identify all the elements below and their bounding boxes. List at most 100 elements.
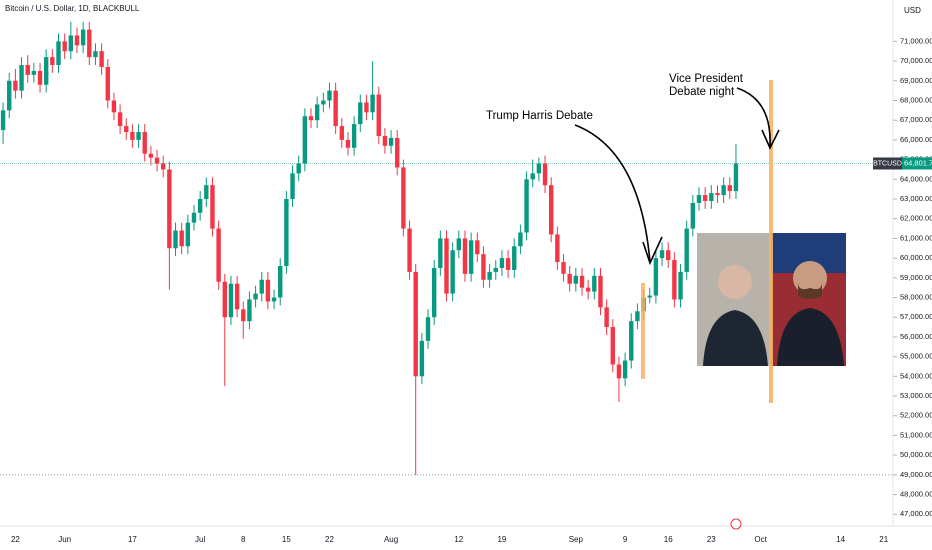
candle-body [376,94,381,136]
candle-body [382,135,388,146]
candle-body [204,185,209,199]
candle-body [678,271,683,300]
candle-body [308,116,314,121]
x-tick-label: 19 [497,535,506,544]
candle-body [512,246,517,270]
candle-body [68,35,74,52]
candle-body [364,102,369,113]
candle-body [93,51,98,58]
candle-body [425,317,431,341]
candle-body [142,132,147,154]
candle-body [74,35,80,46]
candle-body [592,275,597,292]
candle-body [450,250,455,294]
candle-body [247,299,252,322]
y-tick-label: 60,000.00 [900,253,932,262]
candle-body [438,238,443,268]
event-icon [730,518,742,530]
candle-body [659,250,665,259]
candle-body [499,258,505,268]
candle-body [721,185,726,196]
x-tick-label: 16 [664,535,673,544]
y-tick-label: 52,000.00 [900,411,932,420]
candle-body [524,179,529,233]
x-tick-label: Jun [58,535,71,544]
candle-body [253,293,258,300]
candle-body [622,360,628,379]
y-tick-label: 47,000.00 [900,509,932,518]
y-tick-label: 56,000.00 [900,332,932,341]
candle-body [124,126,129,133]
x-tick-label: Oct [754,535,767,544]
candle-body [370,94,375,113]
candle-body [358,102,363,125]
candle-body [666,250,671,261]
candle-body [136,132,141,140]
y-tick-label: 67,000.00 [900,115,932,124]
candle-body [99,51,104,67]
x-tick-label: 17 [128,535,137,544]
candle-body [579,275,585,288]
candle-body [62,41,67,52]
highlight-bar [641,283,645,379]
chart-title: Bitcoin / U.S. Dollar, 1D, BLACKBULL [5,4,140,13]
candle-body [585,287,591,292]
y-tick-label: 64,000.00 [900,174,932,183]
candle-body [185,222,191,247]
candle-body [573,275,579,284]
candle-body [542,163,548,186]
y-tick-label: 57,000.00 [900,312,932,321]
candle-body [43,57,49,85]
plot [0,21,893,476]
candle-body [197,198,203,213]
x-tick-label: Sep [569,535,584,544]
candle-body [727,185,732,192]
candle-body [672,260,677,300]
candle-body [228,283,234,318]
candle-body [50,57,55,66]
symbol-tag [873,157,902,170]
y-tick-label: 66,000.00 [900,135,932,144]
candle-body [87,29,92,58]
candle-body [302,116,308,164]
candle-body [388,137,394,146]
candle-body [733,163,739,192]
candle-body [610,327,615,365]
candle-body [296,163,301,174]
candle-body [548,185,554,235]
candle-body [629,321,634,361]
candle-body [598,275,603,308]
annotation: Trump Harris Debate [486,110,593,122]
x-tick-label: 8 [241,535,246,544]
candle-body [468,240,474,274]
y-tick-label: 51,000.00 [900,430,932,439]
candle-body [111,100,117,113]
candle-body [690,202,696,229]
candle-body [216,228,221,282]
face [793,261,827,295]
candle-body [117,112,123,127]
y-tick-label: 48,000.00 [900,490,932,499]
candle-body [407,228,412,272]
candle-body [684,228,689,272]
x-tick-label: 12 [454,535,463,544]
candle-body [702,195,708,201]
x-tick-label: 9 [623,535,628,544]
x-tick-label: 21 [879,535,888,544]
candle-body [56,41,61,66]
annotation: Vice President [669,73,744,85]
y-tick-label: 71,000.00 [900,36,932,45]
candle-body [167,169,172,249]
y-tick-label: 61,000.00 [900,233,932,242]
face [718,265,752,299]
candle-body [653,258,659,296]
candle-body [19,65,24,91]
candle-body [161,163,166,170]
y-tick-label: 59,000.00 [900,273,932,282]
candle-body [345,139,351,148]
y-tick-label: 68,000.00 [900,95,932,104]
candle-body [536,163,542,174]
candle-body [647,295,652,298]
candle-body [419,340,425,377]
y-tick-label: 63,000.00 [900,194,932,203]
